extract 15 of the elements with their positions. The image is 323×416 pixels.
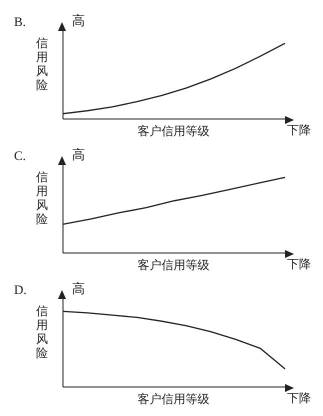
text: 下降 bbox=[287, 390, 311, 407]
text: 高 bbox=[72, 147, 85, 164]
x-axis-title: 客户信用等级 bbox=[136, 391, 210, 408]
chart-title: B. bbox=[14, 14, 26, 30]
chart-title: C. bbox=[14, 148, 26, 164]
text: 高 bbox=[72, 281, 85, 298]
y-axis-title: 信用风险 bbox=[36, 170, 49, 226]
chart-title: D. bbox=[14, 282, 27, 298]
y-axis-title: 信用风险 bbox=[36, 304, 49, 360]
x-axis-title: 客户信用等级 bbox=[136, 257, 210, 274]
x-axis-title: 客户信用等级 bbox=[136, 123, 210, 140]
text: 高 bbox=[72, 13, 85, 30]
y-axis-title: 信用风险 bbox=[36, 36, 49, 92]
text: 下降 bbox=[287, 122, 311, 139]
text: 下降 bbox=[287, 256, 311, 273]
